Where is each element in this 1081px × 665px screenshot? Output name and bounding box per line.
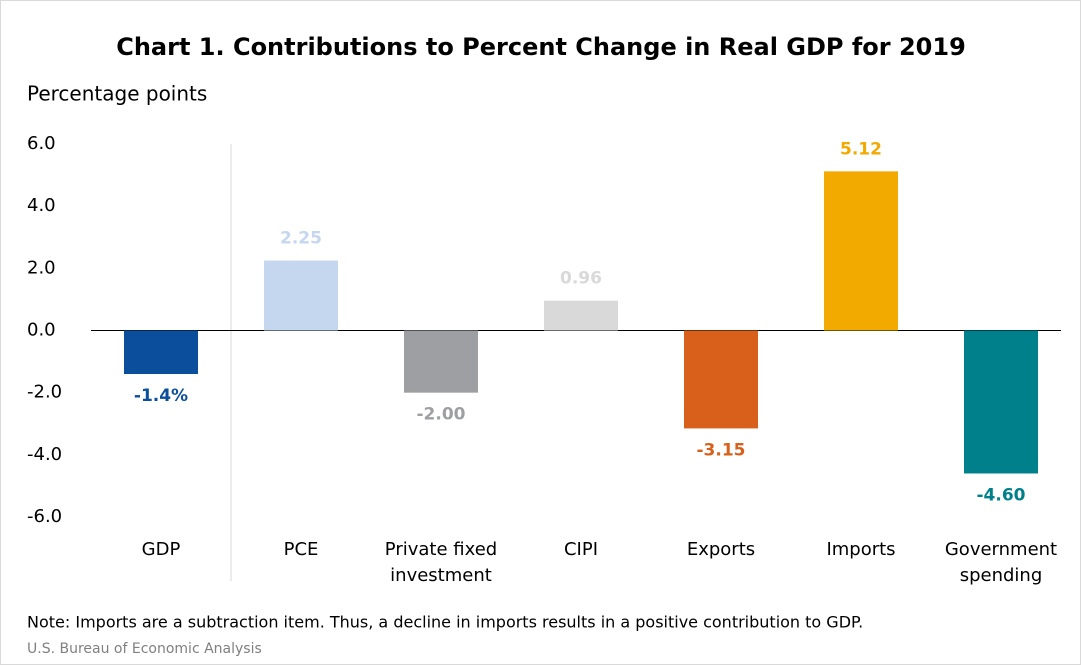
x-tick-label: CIPI [563,539,599,560]
y-axis-label: Percentage points [27,82,207,106]
value-label-bg [691,438,751,463]
y-tick-label: -6.0 [27,506,62,527]
value-label-bg [131,384,191,409]
x-tick-label: Government spending [944,539,1058,586]
bar [404,330,478,393]
value-label-bg [271,226,331,251]
value-label: -4.60 [977,485,1026,505]
value-label-bg [551,266,611,291]
value-label-bg [411,402,471,427]
y-tick-label: 0.0 [27,320,56,341]
value-label: -1.4% [134,386,188,406]
x-tick-label: PCE [283,539,319,560]
bar [264,260,338,331]
bar [964,330,1038,474]
chart-title: Chart 1. Contributions to Percent Change… [116,33,966,61]
note: Note: Imports are a subtraction item. Th… [27,613,863,632]
value-label-bg [831,137,891,162]
x-tick-label: Imports [826,539,896,560]
value-label: -2.00 [417,405,466,425]
source: U.S. Bureau of Economic Analysis [27,641,262,657]
x-tick-label: GDP [141,539,181,560]
value-label: 5.12 [840,139,882,159]
bar [544,300,618,331]
value-label-bg [971,483,1031,508]
y-tick-label: -2.0 [27,382,62,403]
bar [684,330,758,429]
y-tick-label: -4.0 [27,444,62,465]
value-label: 2.25 [280,229,322,249]
bar [124,330,198,375]
y-tick-label: 6.0 [27,133,56,154]
x-tick-label: Private fixed investment [384,539,498,586]
bar [824,171,898,331]
x-tick-label: Exports [686,539,756,560]
y-tick-label: 4.0 [27,195,56,216]
y-tick-label: 2.0 [27,257,56,278]
value-label: -3.15 [697,440,746,460]
value-label: 0.96 [560,269,602,289]
